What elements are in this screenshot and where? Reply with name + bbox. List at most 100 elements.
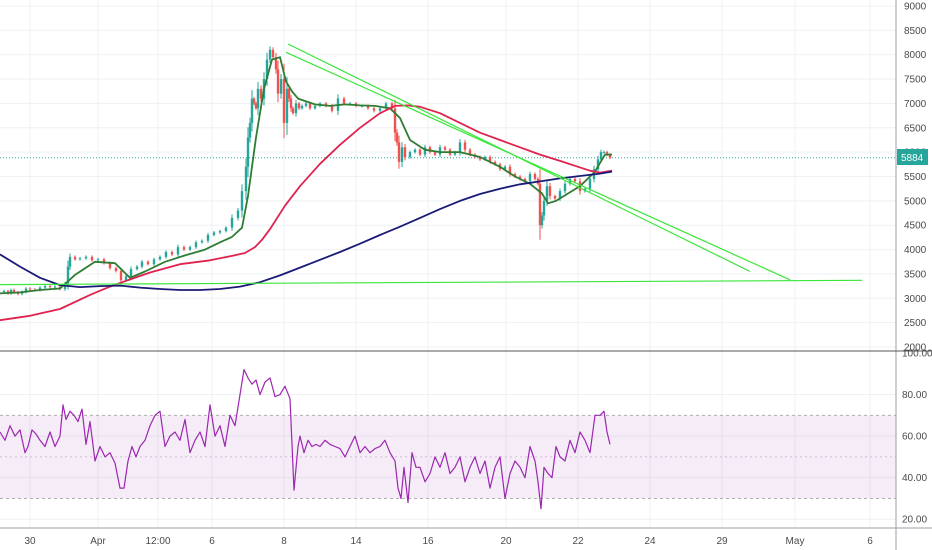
price-tick-label: 5500 <box>904 172 927 183</box>
candle-body <box>200 240 204 243</box>
candle-body <box>152 259 156 265</box>
price-tick-label: 7000 <box>904 99 927 110</box>
candle-body <box>488 157 492 162</box>
candle-body <box>599 152 603 160</box>
candle-body <box>124 276 128 281</box>
candle-body <box>545 186 549 201</box>
candle-body <box>129 269 133 277</box>
candle-body <box>478 157 482 160</box>
price-tick-label: 4000 <box>904 245 927 256</box>
candle-body <box>119 271 123 281</box>
rsi-tick-label: 80.00 <box>902 390 927 401</box>
candle-body <box>230 217 234 228</box>
candle-body <box>408 152 412 158</box>
candle-body <box>73 256 77 260</box>
candle-body <box>378 108 382 111</box>
rsi-axis-ticks: 20.00 40.00 60.00 80.00 100.00 <box>902 349 932 526</box>
last-price-badge: 5884 <box>897 149 928 165</box>
last-price-badge-bg <box>897 149 928 165</box>
candle-body <box>96 259 100 261</box>
candle-body <box>276 69 280 94</box>
candle-body <box>194 242 198 248</box>
candle-body <box>289 98 293 109</box>
candle-body <box>108 263 112 269</box>
candle-body <box>463 142 467 150</box>
trend-line <box>0 279 863 286</box>
candle-body <box>9 290 13 294</box>
candle-body <box>218 231 222 233</box>
time-tick-label: 14 <box>350 536 362 547</box>
time-tick-label: 12:00 <box>145 536 170 547</box>
indicator-line <box>0 104 613 322</box>
price-tick-label: 8000 <box>904 50 927 61</box>
candle-body <box>563 183 567 192</box>
time-tick-label: 24 <box>644 536 656 547</box>
candle-body <box>468 149 472 155</box>
candle-body <box>158 256 162 260</box>
candle-body <box>418 149 422 155</box>
candle-body <box>542 200 546 216</box>
candle-body <box>400 147 404 162</box>
trend-line <box>285 51 791 281</box>
candle-body <box>366 105 370 109</box>
candle-body <box>605 152 609 155</box>
candle-body <box>12 290 16 293</box>
candle-body <box>538 183 542 226</box>
candle-body <box>265 59 269 80</box>
candle-body <box>250 98 254 123</box>
rsi-tick-label: 20.00 <box>902 515 927 526</box>
candle-body <box>568 178 572 184</box>
candle-body <box>528 174 532 182</box>
candle-body <box>403 147 407 158</box>
rsi-band <box>0 414 896 499</box>
candle-body <box>68 256 72 267</box>
time-tick-label: 8 <box>281 536 287 547</box>
candle-body <box>164 252 168 257</box>
indicator-line <box>0 170 613 291</box>
time-axis-ticks: 30 Apr 12:00 6 8 14 16 20 22 24 29 May 6 <box>24 536 873 547</box>
candle-body <box>518 176 522 179</box>
candle-body <box>384 103 388 109</box>
candle-body <box>140 261 144 267</box>
rsi-plot-area[interactable] <box>0 369 611 510</box>
time-tick-label: 29 <box>716 536 728 547</box>
candle-body <box>282 79 286 123</box>
candle-body <box>176 247 180 255</box>
candle-body <box>602 152 606 154</box>
candle-body <box>508 166 512 175</box>
candle-body <box>372 108 376 111</box>
candle-body <box>114 268 118 272</box>
candle-body <box>78 258 82 260</box>
price-plot-area[interactable] <box>0 43 863 322</box>
candle-body <box>102 259 106 264</box>
candle-body <box>558 191 562 199</box>
candle-body <box>493 161 497 165</box>
price-tick-label: 4500 <box>904 221 927 232</box>
candle-body <box>170 252 174 255</box>
time-tick-label: May <box>786 536 805 547</box>
candle-body <box>533 174 537 179</box>
candle-body <box>297 103 301 109</box>
rsi-tick-label: 100.00 <box>902 349 932 360</box>
candle-body <box>423 147 427 155</box>
candle-body <box>246 137 250 167</box>
price-tick-label: 5000 <box>904 196 927 207</box>
price-tick-label: 8500 <box>904 26 927 37</box>
candle-body <box>513 174 517 177</box>
candle-body <box>608 154 612 158</box>
price-tick-label: 2500 <box>904 318 927 329</box>
candle-body <box>182 247 186 250</box>
candle-body <box>224 227 228 232</box>
candle-body <box>28 288 32 290</box>
candle-body <box>268 49 272 60</box>
candle-body <box>294 103 298 114</box>
candle-body <box>596 159 600 170</box>
time-tick-label: 30 <box>24 536 36 547</box>
price-tick-label: 6500 <box>904 123 927 134</box>
candle-body <box>259 88 263 99</box>
candle-body <box>135 266 139 270</box>
candle-body <box>390 103 394 109</box>
price-tick-label: 2000 <box>904 343 927 354</box>
